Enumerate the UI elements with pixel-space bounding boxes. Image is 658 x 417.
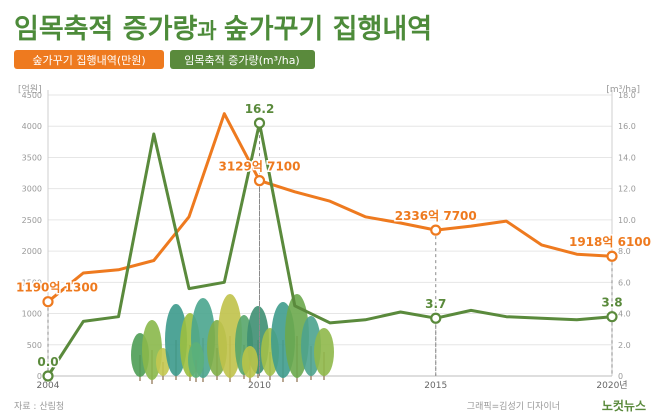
data-point-marker bbox=[255, 119, 264, 128]
x-tick-label: 2015 bbox=[424, 381, 447, 391]
chart-title: 임목축적 증가량과 숲가꾸기 집행내역 bbox=[14, 14, 432, 45]
title-part-3: 숲가꾸기 집행내역 bbox=[224, 14, 432, 45]
x-tick-label: 2020년 bbox=[596, 380, 627, 391]
data-point-marker bbox=[44, 372, 53, 381]
y-right-tick-label: 12.0 bbox=[618, 185, 636, 194]
graphic-credit: 그래픽=김성기 디자이너 bbox=[467, 400, 560, 412]
title-part-2: 과 bbox=[197, 19, 224, 43]
data-point-marker bbox=[44, 297, 53, 306]
y-right-tick-label: 14.0 bbox=[618, 153, 636, 162]
y-left-tick-label: 3000 bbox=[22, 185, 42, 194]
title-part-1: 임목축적 증가량 bbox=[14, 14, 197, 45]
y-right-tick-label: 4.0 bbox=[618, 310, 631, 319]
y-right-tick-label: 0 bbox=[618, 372, 623, 381]
data-label: 0.0 bbox=[37, 355, 58, 369]
x-tick-label: 2010 bbox=[248, 381, 271, 391]
tree-illustration bbox=[131, 294, 334, 384]
y-right-tick-label: 6.0 bbox=[618, 278, 631, 287]
y-right-tick-label: 18.0 bbox=[618, 91, 636, 100]
legend: 숲가꾸기 집행내역(만원) 임목축적 증가량(m³/ha) bbox=[14, 50, 315, 69]
y-left-tick-label: 3500 bbox=[22, 153, 42, 162]
source-note: 자료 : 산림청 bbox=[14, 400, 64, 412]
data-label: 16.2 bbox=[245, 102, 275, 116]
data-point-marker bbox=[608, 252, 617, 261]
data-label: 3.7 bbox=[425, 297, 446, 311]
y-left-tick-label: 4000 bbox=[22, 122, 42, 131]
y-left-tick-label: 500 bbox=[27, 341, 42, 350]
x-tick-label: 2004 bbox=[37, 381, 60, 391]
y-left-tick-label: 2500 bbox=[22, 216, 42, 225]
logo-text: 노컷뉴스 bbox=[602, 398, 646, 413]
y-left-tick-label: 2000 bbox=[22, 247, 42, 256]
y-right-tick-label: 16.0 bbox=[618, 122, 636, 131]
tree-crown bbox=[242, 346, 258, 378]
data-point-marker bbox=[608, 312, 617, 321]
data-point-marker bbox=[431, 226, 440, 235]
data-label: 3129억 7100 bbox=[218, 160, 300, 174]
data-label: 1918억 6100 bbox=[569, 235, 651, 249]
y-right-tick-label: 2.0 bbox=[618, 341, 631, 350]
y-left-tick-label: 1000 bbox=[22, 310, 42, 319]
data-label: 3.8 bbox=[601, 296, 622, 310]
data-point-marker bbox=[431, 314, 440, 323]
tree-crown bbox=[188, 342, 204, 378]
legend-label-green: 임목축적 증가량(m³/ha) bbox=[184, 54, 299, 67]
series-line-orange bbox=[48, 114, 612, 302]
y-right-tick-label: 10.0 bbox=[618, 216, 636, 225]
y-left-tick-label: 0 bbox=[37, 372, 42, 381]
data-point-marker bbox=[255, 176, 264, 185]
y-left-tick-label: 4500 bbox=[22, 91, 42, 100]
tree-crown bbox=[314, 328, 334, 376]
legend-label-orange: 숲가꾸기 집행내역(만원) bbox=[32, 54, 145, 67]
data-label: 1190억 1300 bbox=[16, 281, 98, 295]
data-label: 2336억 7700 bbox=[395, 209, 477, 223]
